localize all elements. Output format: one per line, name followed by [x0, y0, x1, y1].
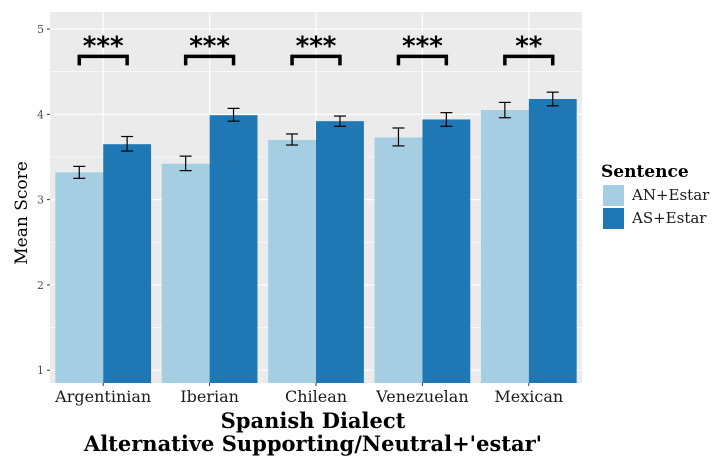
y-tick-label: 5 — [37, 23, 44, 36]
significance-label: *** — [296, 31, 337, 61]
x-tick-label: Iberian — [180, 387, 239, 406]
y-tick-label: 2 — [37, 279, 44, 292]
significance-label: *** — [189, 31, 230, 61]
x-tick-label: Venezuelan — [375, 387, 469, 406]
significance-bracket — [290, 54, 342, 66]
significance-label: *** — [83, 31, 124, 61]
significance-label: *** — [402, 31, 443, 61]
bar-argentinian-as-estar — [103, 144, 152, 383]
y-tick-label: 4 — [37, 108, 44, 121]
bars — [55, 98, 577, 384]
legend: Sentence AN+Estar AS+Estar — [601, 162, 710, 229]
y-tick-label: 1 — [37, 364, 44, 377]
significance-bracket — [503, 54, 555, 66]
significance-bracket — [77, 54, 129, 66]
x-tick-label: Mexican — [494, 387, 563, 406]
x-tick-label: Chilean — [285, 387, 347, 406]
bar-argentinian-an-estar — [55, 172, 104, 383]
legend-swatch — [603, 185, 624, 206]
bar-venezuelan-an-estar — [374, 137, 423, 383]
bar-venezuelan-as-estar — [422, 119, 471, 383]
x-axis-ticks: Argentinian Iberian Chilean Venezuelan Mexic… — [54, 383, 563, 406]
y-axis-title: Mean Score — [12, 161, 32, 265]
significance-brackets: *** *** *** *** ** — [77, 31, 555, 66]
bar-chilean-as-estar — [316, 121, 364, 383]
legend-label: AS+Estar — [631, 209, 707, 227]
legend-label: AN+Estar — [631, 186, 710, 204]
significance-bracket — [396, 54, 449, 66]
x-tick-label: Argentinian — [54, 387, 151, 406]
bar-mexican-as-estar — [528, 98, 577, 383]
significance-label: ** — [515, 31, 543, 61]
bar-chilean-an-estar — [268, 139, 316, 383]
x-axis-title: Spanish Dialect — [221, 408, 406, 433]
bar-iberian-an-estar — [161, 163, 210, 383]
legend-swatch — [603, 208, 624, 229]
y-axis-ticks: 1 2 3 4 5 — [37, 23, 50, 377]
y-tick-label: 3 — [37, 194, 44, 207]
legend-title: Sentence — [601, 162, 689, 182]
error-bars — [73, 91, 559, 179]
significance-bracket — [183, 54, 236, 66]
bar-mexican-an-estar — [480, 110, 529, 384]
bar-iberian-as-estar — [209, 115, 258, 384]
x-axis-title-line2: Alternative Supporting/Neutral+'estar' — [83, 431, 542, 456]
